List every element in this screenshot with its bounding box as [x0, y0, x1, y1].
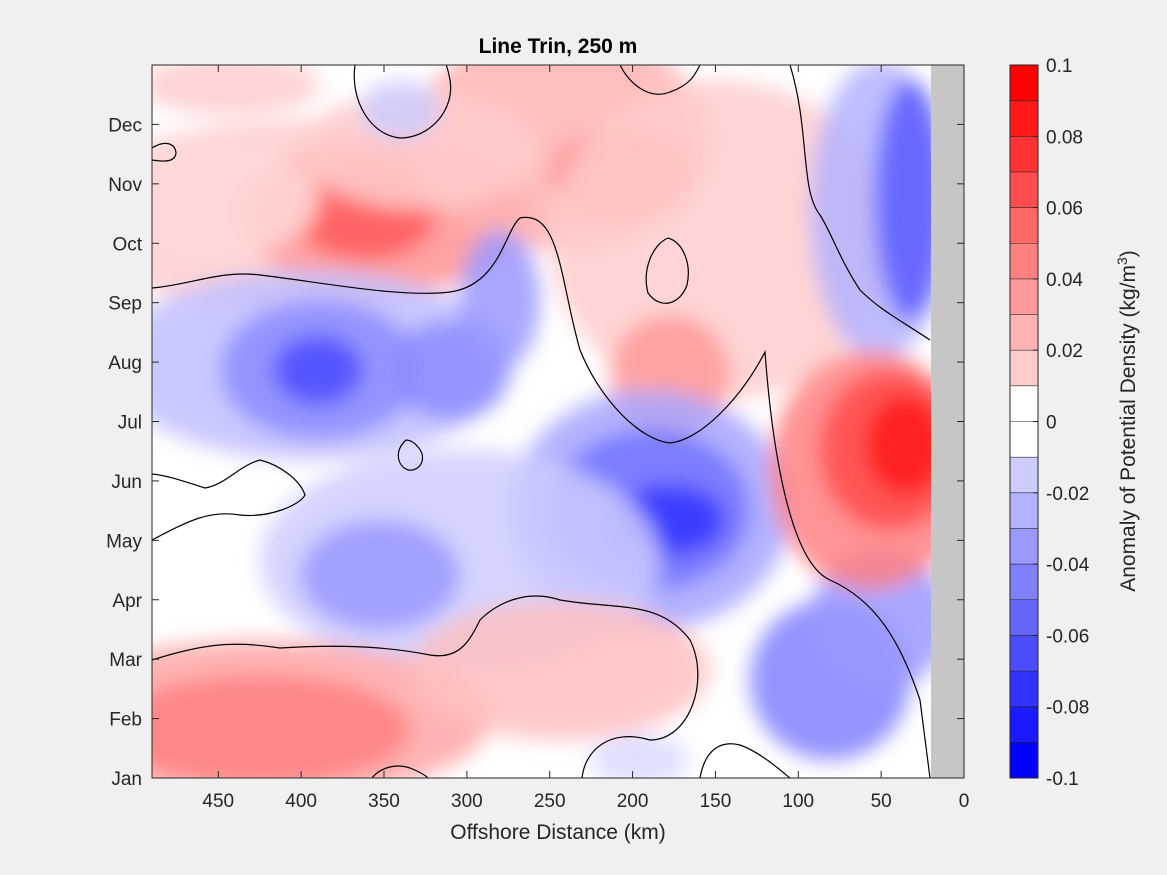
contour-blob: [865, 395, 945, 495]
colorbar-band: [1010, 564, 1038, 601]
colorbar-tick-label: 0.08: [1046, 127, 1083, 148]
colorbar-band: [1010, 742, 1038, 779]
colorbar-title-end: ): [1117, 250, 1140, 257]
y-tick-label: Feb: [109, 710, 142, 731]
colorbar-tick-label: -0.08: [1046, 698, 1089, 719]
colorbar-band: [1010, 350, 1038, 387]
colorbar-band: [1010, 385, 1038, 422]
zero-contour-lines: [152, 65, 931, 778]
x-tick-label: 100: [782, 791, 814, 812]
colorbar-tick-label: -0.06: [1046, 626, 1089, 647]
y-tick-label: May: [106, 531, 142, 552]
zero-contour-line: [619, 65, 701, 95]
y-tick-label: Nov: [108, 175, 142, 196]
contour-blob: [460, 230, 540, 370]
colorbar-band: [1010, 65, 1038, 102]
zero-contour-line: [152, 216, 931, 778]
x-tick-label: 300: [451, 791, 483, 812]
contour-blob: [300, 90, 540, 210]
x-tick-label: 200: [617, 791, 649, 812]
colorbar-band: [1010, 492, 1038, 529]
colorbar-title-sup: 3: [1114, 257, 1130, 265]
y-tick-label: Sep: [108, 294, 142, 315]
colorbar-band: [1010, 100, 1038, 137]
colorbar-band: [1010, 243, 1038, 280]
colorbar-tick-label: -0.1: [1046, 769, 1079, 790]
x-tick-label: 50: [871, 791, 892, 812]
colorbar-band: [1010, 671, 1038, 708]
colorbar-tick-label: -0.04: [1046, 555, 1090, 576]
colorbar-band: [1010, 599, 1038, 636]
contour-blob: [152, 675, 410, 778]
y-tick-label: Jan: [111, 769, 142, 790]
zero-contour-line: [645, 237, 689, 304]
zero-contour-line: [152, 142, 177, 162]
colorbar-band: [1010, 457, 1038, 494]
colorbar-tick-label: -0.02: [1046, 484, 1089, 505]
colorbar: 0.1 0.08 0.06 0.04 0.02 0 -0.02 -0.04 -0.06 -0.08…: [1010, 56, 1090, 790]
zero-contour-line: [371, 765, 429, 778]
colorbar-band: [1010, 421, 1038, 458]
contour-blob: [273, 335, 363, 405]
contour-blob: [410, 600, 710, 740]
colorbar-title: Anomaly of Potential Density (kg/m3): [1114, 250, 1140, 592]
y-tick-label: Jun: [111, 472, 142, 493]
x-tick-label: 150: [700, 791, 732, 812]
contour-blob: [152, 65, 320, 115]
contour-blob: [300, 520, 460, 630]
colorbar-band: [1010, 278, 1038, 316]
colorbar-band: [1010, 136, 1038, 173]
y-tick-label: Apr: [112, 591, 142, 612]
y-tick-label: Aug: [108, 353, 142, 374]
colorbar-tick-label: 0.04: [1046, 270, 1083, 291]
colorbar-band: [1010, 706, 1038, 743]
colorbar-title-main: Anomaly of Potential Density (kg/m: [1117, 265, 1140, 592]
contour-blob: [875, 80, 945, 320]
colorbar-band: [1010, 207, 1038, 244]
plot-area: [152, 65, 964, 778]
zero-contour-line: [789, 65, 931, 341]
colorbar-band: [1010, 171, 1038, 209]
x-tick-label: 450: [202, 791, 234, 812]
zero-contour-line: [353, 65, 452, 139]
zero-contour-line: [699, 743, 791, 778]
x-axis-title: Offshore Distance (km): [450, 821, 666, 844]
y-tick-label: Oct: [112, 234, 142, 255]
contour-blob: [152, 140, 320, 260]
colorbar-tick-label: 0.02: [1046, 341, 1083, 362]
y-axis: Jan Feb Mar Apr May Jun Jul Aug Sep Oct Nov Dec: [106, 115, 964, 790]
x-tick-label: 350: [368, 791, 400, 812]
colorbar-band: [1010, 528, 1038, 565]
colorbar-tick-label: 0: [1046, 413, 1057, 434]
y-tick-label: Mar: [109, 650, 142, 671]
zero-contour-line: [397, 439, 423, 471]
x-tick-label: 0: [959, 791, 970, 812]
contour-blob: [360, 80, 440, 140]
colorbar-band: [1010, 314, 1038, 351]
zero-contour-line: [152, 595, 699, 778]
y-tick-label: Dec: [108, 115, 142, 136]
zero-contour-line: [152, 459, 306, 541]
colorbar-frame: [1009, 64, 1039, 779]
x-tick-label: 400: [285, 791, 317, 812]
x-axis: 450 400 350 300 250 200 150 100 50 0: [202, 65, 969, 812]
x-tick-label: 250: [534, 791, 566, 812]
colorbar-band: [1010, 635, 1038, 672]
chart-title: Line Trin, 250 m: [479, 35, 638, 58]
colorbar-tick-label: 0.06: [1046, 199, 1083, 220]
y-tick-label: Jul: [118, 413, 142, 434]
contour-blob: [590, 735, 690, 778]
colorbar-tick-label: 0.1: [1046, 56, 1072, 77]
